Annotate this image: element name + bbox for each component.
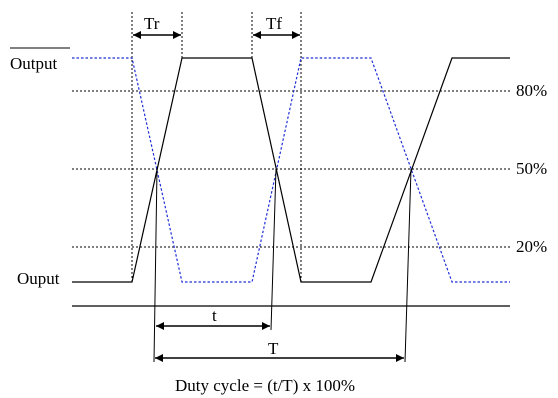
output-bar-signal xyxy=(72,57,510,283)
tf-label: Tf xyxy=(266,14,282,33)
T-arrowhead-right xyxy=(396,354,404,362)
t-label: t xyxy=(212,306,217,325)
T-label: T xyxy=(268,339,279,358)
t-arrowhead-left xyxy=(156,322,164,330)
tr-label: Tr xyxy=(144,14,160,33)
tf-arrowhead-left xyxy=(253,31,261,39)
pct-20-label: 20% xyxy=(516,237,547,256)
output-bar-label: Output xyxy=(10,54,58,73)
cross-drop-3 xyxy=(404,168,412,363)
tr-arrowhead-right xyxy=(173,31,181,39)
tf-arrowhead-right xyxy=(292,31,300,39)
tr-arrowhead-left xyxy=(133,31,141,39)
cross-drop-1 xyxy=(153,168,158,363)
pct-50-label: 50% xyxy=(516,159,547,178)
cross-drop-2 xyxy=(270,168,277,331)
duty-cycle-caption: Duty cycle = (t/T) x 100% xyxy=(175,376,355,395)
t-arrowhead-right xyxy=(262,322,270,330)
pct-80-label: 80% xyxy=(516,81,547,100)
output-signal xyxy=(72,57,510,283)
T-arrowhead-left xyxy=(155,354,163,362)
output-label: Ouput xyxy=(17,269,60,288)
